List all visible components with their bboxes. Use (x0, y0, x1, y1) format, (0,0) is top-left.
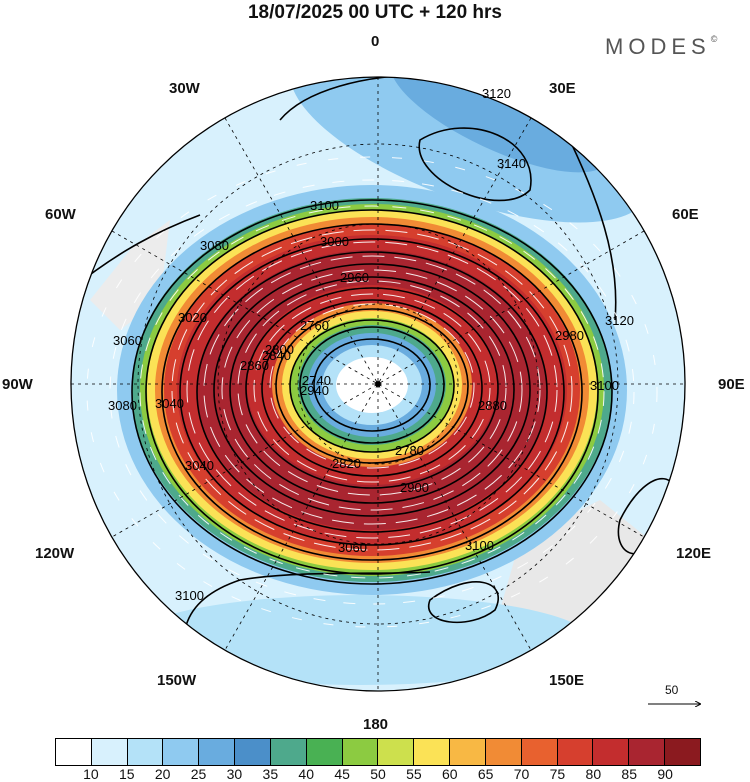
contour-label: 3060 (113, 333, 142, 348)
brand-text: MODES (605, 34, 711, 59)
legend-swatch (270, 739, 307, 765)
legend-tick-label: 55 (406, 766, 422, 782)
longitude-label-upper-right: 60E (672, 206, 699, 223)
legend-swatch (629, 739, 666, 765)
legend-tick-label: 85 (621, 766, 638, 782)
contour-label: 3100 (590, 378, 619, 393)
contour-label: 3000 (320, 234, 349, 249)
contour-label: 2760 (300, 318, 329, 333)
legend-tick-label: 40 (298, 766, 315, 782)
longitude-label-top-left: 30W (169, 80, 200, 97)
legend-swatch (557, 739, 594, 765)
contour-label: 3100 (465, 538, 494, 553)
legend-swatch (163, 739, 200, 765)
longitude-label-left: 90W (2, 376, 33, 393)
contour-label: 2980 (555, 328, 584, 343)
contour-label: 3100 (310, 198, 339, 213)
legend-swatch (306, 739, 343, 765)
legend-swatch (450, 739, 486, 765)
contour-label: 3080 (200, 238, 229, 253)
legend-swatch (127, 739, 164, 765)
contour-label: 2940 (300, 383, 329, 398)
legend-swatch (378, 739, 415, 765)
legend-tick-label: 45 (334, 766, 350, 782)
contour-label: 2800 (265, 342, 294, 357)
contour-label: 2820 (332, 456, 361, 471)
forecast-title: 18/07/2025 00 UTC + 120 hrs (247, 2, 503, 23)
contour-label: 3060 (338, 540, 367, 555)
legend-swatch (91, 739, 128, 765)
contour-label: 2900 (400, 480, 429, 495)
contour-label: 2840 (262, 348, 291, 363)
legend-swatch (665, 739, 700, 765)
longitude-label-bottom-left: 150W (157, 672, 197, 689)
height-contours (71, 77, 677, 691)
legend-tick-label: 90 (657, 766, 673, 782)
longitude-label-right: 90E (718, 376, 745, 393)
longitude-label-top-right: 30E (549, 80, 576, 97)
longitude-label-bottom: 180 (363, 716, 389, 733)
legend-swatch (521, 739, 558, 765)
contour-label: 2880 (478, 398, 507, 413)
legend-swatch (235, 739, 271, 765)
legend-tick-label: 25 (190, 766, 207, 782)
legend-tick-label: 75 (549, 766, 566, 782)
legend-tick-label: 30 (226, 766, 243, 782)
color-legend (55, 738, 701, 766)
legend-swatch (342, 739, 379, 765)
contour-label: 2780 (395, 443, 424, 458)
brand-copyright: © (710, 34, 718, 44)
wind-vectors (86, 156, 658, 628)
longitude-label-bottom-right: 150E (549, 672, 585, 689)
brand-logo: MODES© (605, 34, 717, 60)
contour-label: 3120 (482, 86, 511, 101)
legend-swatch (56, 739, 92, 765)
shaded-field (71, 77, 685, 691)
contour-label: 3080 (108, 398, 137, 413)
legend-tick-label: 35 (262, 766, 279, 782)
contour-label: 3040 (155, 396, 184, 411)
contour-label-group: 3120 3140 3100 3080 3060 3040 3020 3000 … (108, 86, 634, 603)
contour-label: 3120 (605, 313, 634, 328)
wind-reference-value: 50 (665, 683, 679, 697)
legend-tick-label: 50 (370, 766, 386, 782)
contour-label: 2740 (302, 373, 331, 388)
legend-tick-label: 15 (118, 766, 135, 782)
legend-swatch (414, 739, 451, 765)
contour-label: 3100 (175, 588, 204, 603)
legend-tick-label: 65 (477, 766, 494, 782)
longitude-label-lower-right: 120E (676, 545, 712, 562)
legend-tick-label: 10 (83, 766, 99, 782)
contour-label: 2960 (340, 270, 369, 285)
south-pole-marker (375, 381, 381, 387)
legend-tick-label: 60 (441, 766, 458, 782)
legend-swatch (593, 739, 630, 765)
wind-speed-band-10 (336, 357, 408, 413)
contour-label: 2860 (240, 358, 269, 373)
legend-tick-label: 70 (513, 766, 530, 782)
legend-swatch (485, 739, 522, 765)
longitude-label-lower-left: 120W (35, 545, 75, 562)
legend-swatch (199, 739, 236, 765)
contour-label: 3040 (185, 458, 214, 473)
map-boundary (70, 76, 686, 692)
legend-tick-label: 20 (154, 766, 171, 782)
contour-label: 3140 (497, 156, 526, 171)
legend-tick-label: 80 (585, 766, 602, 782)
longitude-label-top: 0 (371, 33, 380, 50)
graticule (71, 77, 685, 691)
contour-label: 3020 (178, 310, 207, 325)
longitude-label-upper-left: 60W (45, 206, 76, 223)
wind-speed-band-20 (130, 595, 590, 685)
